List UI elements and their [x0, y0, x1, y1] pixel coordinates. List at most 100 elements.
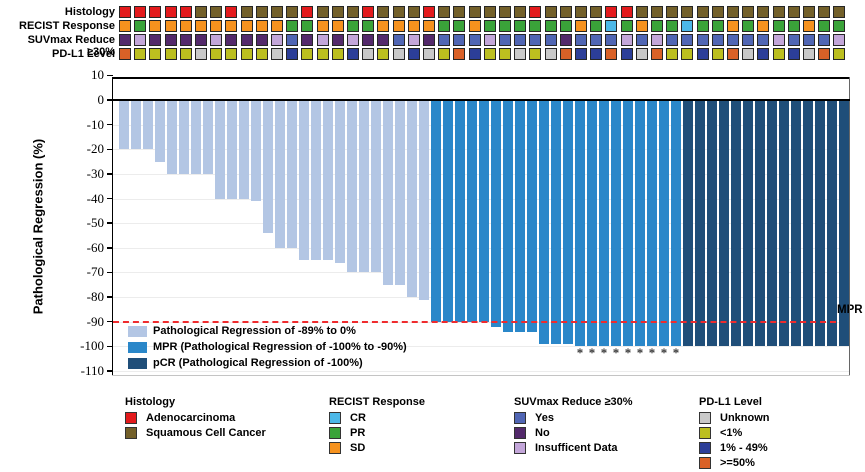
track-square [392, 20, 405, 32]
track-square [590, 20, 603, 32]
track-square [347, 34, 359, 46]
track-square [225, 20, 238, 32]
track-square [316, 20, 329, 32]
track-square [833, 20, 846, 32]
track-square [286, 34, 299, 46]
track-square [681, 6, 694, 18]
y-tick-mark [107, 99, 113, 101]
track-square [164, 48, 177, 60]
plot-legend-swatch [128, 358, 147, 369]
waterfall-bar [239, 100, 249, 199]
track-square [666, 48, 679, 60]
track-square [605, 48, 618, 60]
track-square [438, 34, 451, 46]
track-square [757, 34, 770, 46]
track-square [286, 6, 299, 18]
track-square [331, 20, 344, 32]
legend-swatch [125, 427, 137, 439]
asterisk-marker: * [636, 345, 644, 360]
waterfall-bar [467, 100, 477, 322]
track-square [210, 48, 223, 60]
legend-item-label: 1% - 49% [720, 442, 768, 454]
waterfall-bar [191, 100, 201, 174]
waterfall-bar [779, 100, 789, 347]
track-square [651, 6, 663, 18]
track-square [438, 48, 451, 60]
track-square [514, 6, 527, 18]
legend-group-title: SUVmax Reduce ≥30% [514, 396, 633, 408]
track-square [620, 48, 633, 60]
track-square [240, 6, 253, 18]
track-square [210, 6, 223, 18]
track-square [559, 48, 572, 60]
track-square [803, 20, 815, 32]
track-square [772, 6, 785, 18]
waterfall-bar [407, 100, 417, 298]
legend-item-label: <1% [720, 427, 743, 439]
legend-item-label: >=50% [720, 457, 755, 469]
track-square [134, 6, 147, 18]
track-square [742, 48, 755, 60]
asterisk-marker: * [588, 345, 596, 360]
waterfall-bar [635, 100, 645, 347]
track-square [271, 20, 283, 32]
plot-legend-swatch [128, 326, 147, 337]
track-square [271, 48, 283, 60]
track-square [453, 20, 466, 32]
track-square [179, 34, 192, 46]
y-tick-label: -100 [80, 338, 104, 354]
track-square [225, 48, 238, 60]
waterfall-bar [155, 100, 165, 162]
waterfall-bar [599, 100, 609, 347]
track-square [362, 34, 375, 46]
track-square [529, 20, 542, 32]
track-square [499, 20, 511, 32]
y-tick-label: -60 [86, 239, 104, 255]
waterfall-bar [299, 100, 309, 261]
legend-item-label: PR [350, 427, 366, 439]
track-square [575, 20, 587, 32]
track-square [499, 6, 511, 18]
asterisk-marker: * [648, 345, 656, 360]
track-square [483, 20, 496, 32]
y-tick-mark [107, 247, 113, 249]
track-square [377, 20, 390, 32]
y-tick-mark [107, 296, 113, 298]
legend-swatch [125, 412, 137, 424]
track-square [134, 48, 147, 60]
track-square [711, 20, 724, 32]
y-tick-label: -90 [86, 313, 104, 329]
track-square [453, 34, 466, 46]
track-square [727, 48, 739, 60]
asterisk-marker: * [576, 345, 584, 360]
waterfall-bar [743, 100, 753, 347]
track-label-pdl1: PD-L1 Level [52, 48, 115, 60]
track-square [575, 6, 587, 18]
waterfall-bar [323, 100, 333, 261]
waterfall-bar [359, 100, 369, 273]
waterfall-bar [287, 100, 297, 248]
track-square [575, 48, 587, 60]
waterfall-bar [455, 100, 465, 322]
waterfall-bar [587, 100, 597, 347]
track-square [316, 48, 329, 60]
track-square [620, 20, 633, 32]
track-square [559, 34, 572, 46]
waterfall-bar [419, 100, 429, 300]
waterfall-bar [443, 100, 453, 322]
waterfall-bar [575, 100, 585, 347]
track-square [575, 34, 587, 46]
waterfall-bar [143, 100, 153, 150]
legend-swatch [699, 427, 711, 439]
waterfall-bar [119, 100, 129, 150]
track-square [818, 6, 831, 18]
track-square [119, 6, 131, 18]
track-square [210, 34, 223, 46]
track-square [803, 34, 815, 46]
track-square [681, 20, 694, 32]
track-square [544, 34, 557, 46]
track-square [803, 48, 815, 60]
track-square [833, 6, 846, 18]
track-square [818, 48, 831, 60]
waterfall-bar [563, 100, 573, 344]
